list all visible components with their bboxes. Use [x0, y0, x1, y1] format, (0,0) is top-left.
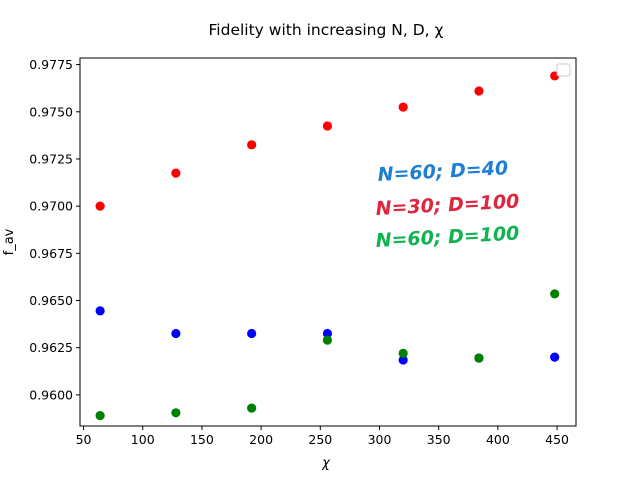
x-tick-label: 250 [308, 432, 332, 447]
y-tick-label: 0.9775 [29, 57, 73, 72]
data-point [398, 102, 408, 112]
data-point [550, 289, 560, 299]
y-axis-label: f_av [2, 228, 17, 255]
data-point [474, 353, 484, 363]
x-axis: 50 100 150 200 250 300 350 400 450 [76, 426, 569, 447]
data-point [550, 352, 560, 362]
x-tick-label: 400 [486, 432, 510, 447]
data-point [398, 355, 408, 365]
x-tick-label: 450 [545, 432, 569, 447]
x-tick-label: 300 [368, 432, 392, 447]
data-point [247, 403, 257, 413]
y-tick-label: 0.9650 [29, 293, 73, 308]
legend-box [556, 63, 571, 77]
data-point [247, 328, 257, 339]
x-tick-label: 150 [190, 432, 214, 447]
y-axis: 0.9600 0.9625 0.9650 0.9675 0.9700 0.9725 0.97… [29, 57, 80, 402]
y-tick-label: 0.9675 [29, 246, 73, 261]
plot-area [79, 57, 577, 427]
y-tick-label: 0.9750 [29, 104, 73, 119]
data-point [474, 86, 484, 96]
data-point [398, 348, 408, 358]
data-point [95, 306, 105, 316]
data-points [95, 71, 560, 421]
data-point [95, 201, 105, 211]
axes-frame [79, 57, 577, 427]
x-tick-label: 100 [131, 432, 155, 447]
data-point [322, 335, 333, 345]
x-axis-label: χ [321, 456, 331, 471]
data-point [171, 328, 181, 339]
data-point [95, 411, 105, 421]
data-point [171, 168, 181, 178]
data-point [322, 328, 333, 339]
handwritten-annotations: N=60; D=40 N=30; D=100 N=60; D=100 [375, 157, 520, 252]
data-point [247, 140, 257, 150]
x-tick-label: 350 [427, 432, 451, 447]
chart-title: Fidelity with increasing N, D, χ [209, 21, 444, 39]
y-tick-label: 0.9600 [29, 387, 73, 402]
y-tick-label: 0.9700 [29, 199, 73, 214]
x-tick-label: 200 [249, 432, 273, 447]
y-tick-label: 0.9625 [29, 340, 73, 355]
data-point [171, 408, 181, 418]
x-tick-label: 50 [76, 432, 92, 447]
data-point [322, 121, 333, 131]
y-tick-label: 0.9725 [29, 151, 73, 166]
